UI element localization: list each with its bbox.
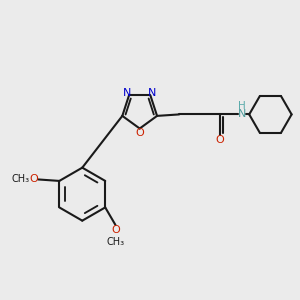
Text: O: O [30, 174, 38, 184]
Text: CH₃: CH₃ [106, 237, 124, 247]
Text: O: O [111, 225, 120, 235]
Text: H: H [238, 101, 246, 111]
Text: O: O [135, 128, 144, 138]
Text: CH₃: CH₃ [11, 174, 29, 184]
Text: N: N [148, 88, 156, 98]
Text: N: N [123, 88, 132, 98]
Text: O: O [215, 135, 224, 145]
Text: N: N [238, 110, 246, 119]
